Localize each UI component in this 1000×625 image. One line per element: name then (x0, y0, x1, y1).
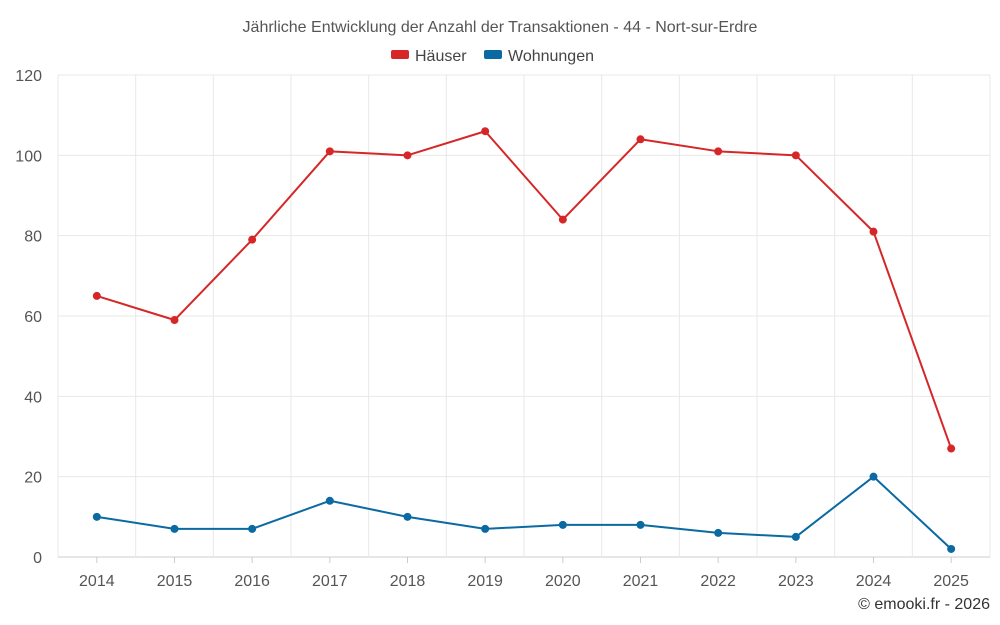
x-tick-label: 2018 (390, 573, 426, 590)
data-point-haeuser[interactable] (481, 127, 490, 136)
credit-text: © emooki.fr - 2026 (858, 596, 990, 613)
x-tick-label: 2021 (623, 573, 659, 590)
data-point-wohnungen[interactable] (947, 544, 956, 553)
legend-swatch-wohnungen (484, 50, 502, 59)
data-point-wohnungen[interactable] (714, 528, 723, 537)
data-point-haeuser[interactable] (947, 444, 956, 453)
x-tick-label: 2023 (778, 573, 814, 590)
data-point-haeuser[interactable] (170, 316, 179, 325)
x-tick-label: 2017 (312, 573, 348, 590)
y-tick-label: 0 (33, 550, 42, 567)
series-layer (92, 127, 956, 553)
series-line-haeuser (96, 130, 953, 449)
series-line-wohnungen (96, 475, 952, 550)
legend-swatch-haeuser (391, 50, 409, 59)
data-point-wohnungen[interactable] (791, 532, 800, 541)
y-tick-label: 20 (24, 470, 42, 487)
data-point-haeuser[interactable] (325, 147, 334, 156)
data-point-haeuser[interactable] (636, 135, 645, 144)
data-point-haeuser[interactable] (558, 215, 567, 224)
data-point-wohnungen[interactable] (248, 524, 257, 533)
y-tick-label: 40 (24, 389, 42, 406)
x-axis: 2014 2015 2016 2017 2018 2019 2020 2021 2022 2023… (79, 557, 969, 590)
x-tick-label: 2014 (79, 573, 115, 590)
data-point-wohnungen[interactable] (325, 496, 334, 505)
x-tick-label: 2024 (856, 573, 892, 590)
data-point-haeuser[interactable] (869, 227, 878, 236)
y-tick-label: 120 (15, 68, 42, 85)
grid (57, 74, 991, 558)
x-tick-label: 2016 (234, 573, 270, 590)
data-point-wohnungen[interactable] (481, 524, 490, 533)
data-point-haeuser[interactable] (714, 147, 723, 156)
x-tick-label: 2015 (157, 573, 193, 590)
y-tick-label: 80 (24, 229, 42, 246)
data-point-haeuser[interactable] (403, 151, 412, 160)
y-tick-label: 60 (24, 309, 42, 326)
x-tick-label: 2025 (933, 573, 969, 590)
y-axis: 0 20 40 60 80 100 120 (15, 68, 42, 567)
data-point-wohnungen[interactable] (170, 524, 179, 533)
y-tick-label: 100 (15, 148, 42, 165)
data-point-wohnungen[interactable] (869, 472, 878, 481)
x-tick-label: 2019 (467, 573, 503, 590)
data-point-haeuser[interactable] (248, 235, 257, 244)
data-point-wohnungen[interactable] (92, 512, 101, 521)
data-point-wohnungen[interactable] (636, 520, 645, 529)
data-point-wohnungen[interactable] (403, 512, 412, 521)
legend: Häuser Wohnungen (391, 48, 594, 65)
legend-label-haeuser: Häuser (415, 48, 467, 65)
legend-label-wohnungen: Wohnungen (508, 48, 594, 65)
data-point-wohnungen[interactable] (558, 520, 567, 529)
x-tick-label: 2022 (700, 573, 736, 590)
data-point-haeuser[interactable] (92, 291, 101, 300)
data-point-haeuser[interactable] (791, 151, 800, 160)
x-tick-label: 2020 (545, 573, 581, 590)
chart-title: Jährliche Entwicklung der Anzahl der Tra… (243, 19, 758, 36)
